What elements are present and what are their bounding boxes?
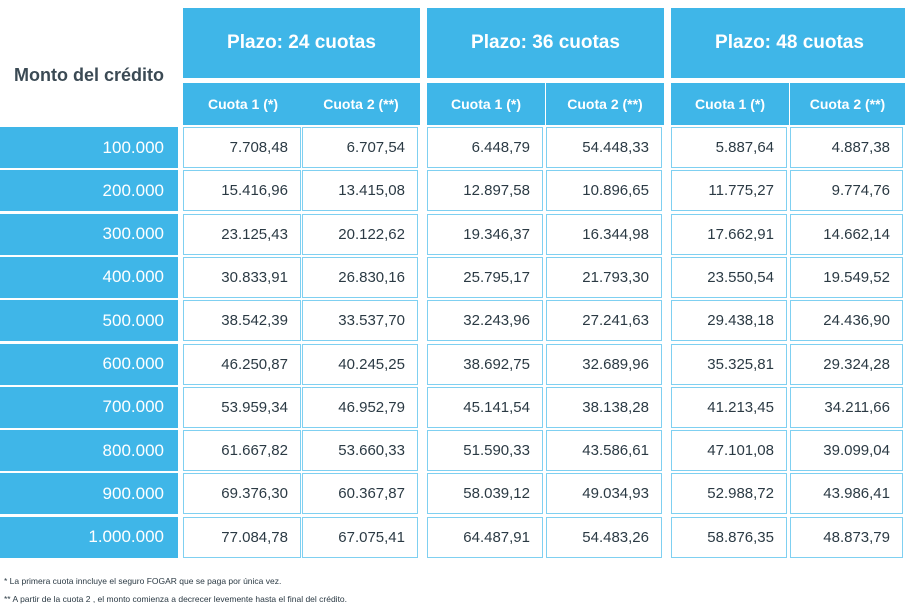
monto-cell: 700.000 — [0, 386, 178, 428]
monto-cell: 800.000 — [0, 430, 178, 472]
cuota-subheader: Cuota 2 (**) — [546, 83, 664, 125]
cuota-value-cell: 46.250,87 — [183, 343, 301, 385]
cuota-value-cell: 7.708,48 — [183, 127, 301, 168]
cuota-value-cell: 32.689,96 — [546, 343, 662, 385]
cuota-value-cell: 77.084,78 — [183, 516, 301, 558]
cuota-value-cell: 4.887,38 — [790, 127, 903, 168]
cuota-value-cell: 39.099,04 — [790, 430, 903, 472]
cuota-value-cell: 14.662,14 — [790, 213, 903, 255]
cuota-value-cell: 61.667,82 — [183, 430, 301, 472]
cuota-value-cell: 13.415,08 — [302, 170, 418, 212]
cuota-value-cell: 58.039,12 — [427, 473, 543, 515]
cuota-value-cell: 47.101,08 — [671, 430, 787, 472]
cuota-value-cell: 54.483,26 — [546, 516, 662, 558]
cuota-value-cell: 23.550,54 — [671, 256, 787, 298]
cuota-value-cell: 5.887,64 — [671, 127, 787, 168]
cuota-value-cell: 29.438,18 — [671, 300, 787, 342]
monto-cell: 600.000 — [0, 343, 178, 385]
cuota-value-cell: 25.795,17 — [427, 256, 543, 298]
cuota-value-cell: 60.367,87 — [302, 473, 418, 515]
monto-cell: 500.000 — [0, 300, 178, 342]
cuota-value-cell: 16.344,98 — [546, 213, 662, 255]
cuota-value-cell: 67.075,41 — [302, 516, 418, 558]
cuota-value-cell: 46.952,79 — [302, 386, 418, 428]
cuota-value-cell: 17.662,91 — [671, 213, 787, 255]
cuota-value-cell: 34.211,66 — [790, 386, 903, 428]
cuota-value-cell: 11.775,27 — [671, 170, 787, 212]
cuota-subheader: Cuota 1 (*) — [427, 83, 545, 125]
cuota-value-cell: 53.660,33 — [302, 430, 418, 472]
monto-cell: 200.000 — [0, 170, 178, 212]
cuota-value-cell: 29.324,28 — [790, 343, 903, 385]
cuota-value-cell: 53.959,34 — [183, 386, 301, 428]
plazo-header: Plazo: 36 cuotas — [427, 8, 664, 78]
cuota-value-cell: 26.830,16 — [302, 256, 418, 298]
monto-header: Monto del crédito — [14, 64, 164, 85]
cuota-value-cell: 9.774,76 — [790, 170, 903, 212]
monto-cell: 100.000 — [0, 127, 178, 168]
cuota-value-cell: 6.707,54 — [302, 127, 418, 168]
cuota-value-cell: 30.833,91 — [183, 256, 301, 298]
monto-cell: 300.000 — [0, 213, 178, 255]
cuota-value-cell: 54.448,33 — [546, 127, 662, 168]
cuota-value-cell: 38.692,75 — [427, 343, 543, 385]
cuota-value-cell: 69.376,30 — [183, 473, 301, 515]
plazo-header: Plazo: 24 cuotas — [183, 8, 420, 78]
footnotes: * La primera cuota inncluye el seguro FO… — [4, 572, 347, 608]
cuota-value-cell: 40.245,25 — [302, 343, 418, 385]
cuota-value-cell: 52.988,72 — [671, 473, 787, 515]
cuota-value-cell: 21.793,30 — [546, 256, 662, 298]
cuota-value-cell: 35.325,81 — [671, 343, 787, 385]
cuota-value-cell: 12.897,58 — [427, 170, 543, 212]
cuota-value-cell: 24.436,90 — [790, 300, 903, 342]
cuota-value-cell: 19.346,37 — [427, 213, 543, 255]
cuota-subheader: Cuota 1 (*) — [671, 83, 789, 125]
monto-cell: 1.000.000 — [0, 516, 178, 558]
cuota-subheader: Cuota 2 (**) — [302, 83, 420, 125]
cuota-value-cell: 49.034,93 — [546, 473, 662, 515]
cuota-value-cell: 10.896,65 — [546, 170, 662, 212]
cuota-value-cell: 32.243,96 — [427, 300, 543, 342]
cuota-value-cell: 27.241,63 — [546, 300, 662, 342]
plazo-header: Plazo: 48 cuotas — [671, 8, 905, 78]
credit-table: Monto del crédito Plazo: 24 cuotas Plazo: … — [0, 8, 905, 558]
monto-cell: 900.000 — [0, 473, 178, 515]
cuota-value-cell: 6.448,79 — [427, 127, 543, 168]
cuota-value-cell: 38.138,28 — [546, 386, 662, 428]
cuota-value-cell: 64.487,91 — [427, 516, 543, 558]
monto-cell: 400.000 — [0, 256, 178, 298]
cuota-value-cell: 23.125,43 — [183, 213, 301, 255]
cuota-value-cell: 38.542,39 — [183, 300, 301, 342]
cuota-subheader: Cuota 2 (**) — [790, 83, 905, 125]
cuota-value-cell: 45.141,54 — [427, 386, 543, 428]
cuota-value-cell: 43.986,41 — [790, 473, 903, 515]
cuota-subheader: Cuota 1 (*) — [183, 83, 303, 125]
cuota-value-cell: 19.549,52 — [790, 256, 903, 298]
cuota-value-cell: 15.416,96 — [183, 170, 301, 212]
cuota-value-cell: 33.537,70 — [302, 300, 418, 342]
cuota-value-cell: 58.876,35 — [671, 516, 787, 558]
cuota-value-cell: 41.213,45 — [671, 386, 787, 428]
footnote-1: * La primera cuota inncluye el seguro FO… — [4, 576, 282, 586]
cuota-value-cell: 48.873,79 — [790, 516, 903, 558]
cuota-value-cell: 51.590,33 — [427, 430, 543, 472]
cuota-value-cell: 20.122,62 — [302, 213, 418, 255]
footnote-2: ** A partir de la cuota 2 , el monto com… — [4, 594, 348, 604]
cuota-value-cell: 43.586,61 — [546, 430, 662, 472]
